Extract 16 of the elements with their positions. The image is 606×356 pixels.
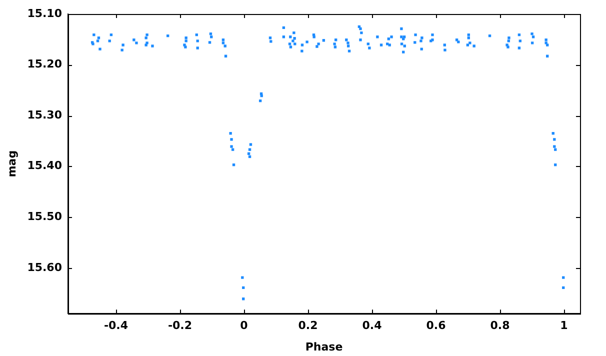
x-tick-label: 0.2 [298,319,318,332]
y-tick-label: 15.30 [27,108,62,122]
y-tick-label: 15.20 [27,58,62,71]
y-tick-label: 15.50 [27,210,62,223]
x-tick-label: -0.2 [168,319,192,332]
x-tick-label: 1 [560,319,568,332]
y-tick-label: 15.60 [27,260,62,274]
x-axis-title: Phase [305,340,343,354]
x-tick-label: 0.8 [490,319,510,332]
y-tick-label: 15.10 [27,6,62,20]
x-tick-label: 0 [240,319,248,332]
x-tick-label: 0.6 [426,319,446,332]
y-tick-label: 15.40 [27,159,62,172]
x-tick-label: 0.4 [362,319,382,332]
x-tick-label: -0.4 [104,319,128,332]
y-axis-title: mag [5,150,18,178]
